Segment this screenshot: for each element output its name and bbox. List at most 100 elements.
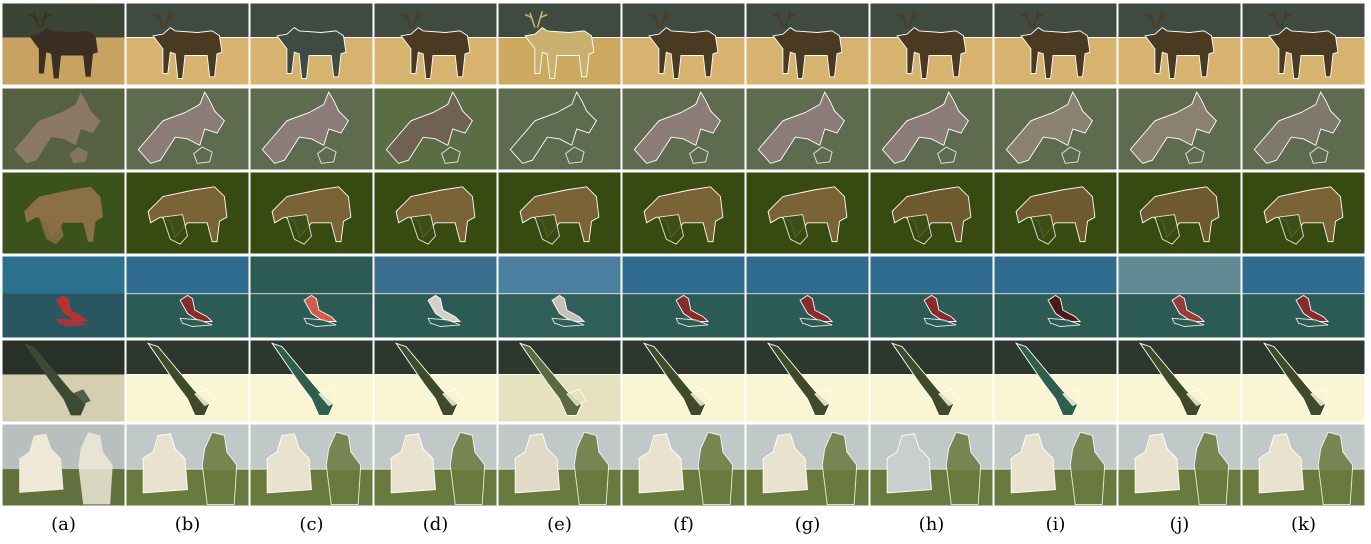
tile-windsurfer-c [249, 339, 374, 423]
subject-region [276, 27, 347, 79]
tile-couple-g [745, 423, 870, 507]
tile-frame [993, 255, 1118, 339]
tile-frame [249, 171, 374, 255]
subject-region [146, 342, 211, 416]
tile-sheep-h [869, 171, 994, 255]
tile-frame [125, 2, 250, 86]
secondary-region [565, 146, 585, 164]
subject-region [394, 342, 459, 416]
tile-frame [745, 2, 870, 86]
subject-region [1253, 91, 1341, 164]
column-label-d: (d) [422, 514, 449, 535]
tile-windsurfer-a [1, 339, 126, 423]
tile-frame [249, 255, 374, 339]
tile-kangaroo-j [1117, 87, 1242, 171]
subject-region [271, 186, 352, 243]
tile-frame [249, 423, 374, 507]
secondary-region [201, 431, 238, 505]
secondary-region [566, 388, 588, 407]
tile-couple-b [125, 423, 250, 507]
tile-frame [373, 339, 498, 423]
tile-frame [125, 339, 250, 423]
secondary-region [1030, 214, 1056, 245]
tile-couple-h [869, 423, 994, 507]
tile-frame [869, 2, 994, 86]
subject-region [179, 294, 214, 323]
subject-region [14, 92, 101, 164]
subject-region [648, 27, 719, 79]
secondary-region [410, 214, 436, 245]
tile-frame [1, 423, 126, 507]
tile-windsurfer-j [1117, 339, 1242, 423]
tile-surfer-e [497, 255, 622, 339]
tile-surfer-j [1117, 255, 1242, 339]
subject-region [261, 91, 349, 164]
subject-region [643, 186, 724, 243]
secondary-region [1062, 388, 1084, 407]
tile-kangaroo-a [1, 87, 126, 171]
tile-frame [745, 255, 870, 339]
secondary-region [697, 431, 734, 505]
subject-region [638, 433, 684, 494]
tile-frame [497, 255, 622, 339]
tile-frame [1117, 87, 1242, 171]
tile-surfer-f [621, 255, 746, 339]
subject-region [24, 186, 103, 242]
secondary-region [193, 146, 213, 164]
secondary-region [427, 317, 461, 327]
subject-region [886, 433, 932, 494]
secondary-region [318, 388, 340, 407]
secondary-region [441, 146, 461, 164]
tile-surfer-i [993, 255, 1118, 339]
tile-elk-j [1117, 2, 1242, 86]
tile-kangaroo-i [993, 87, 1118, 171]
secondary-region [179, 317, 213, 327]
tile-frame [869, 423, 994, 507]
subject-region [152, 27, 223, 79]
secondary-region [782, 214, 808, 245]
secondary-region [1020, 10, 1044, 28]
secondary-region [675, 317, 709, 327]
tile-sheep-e [497, 171, 622, 255]
subject-region [1134, 433, 1180, 494]
subject-region [524, 27, 595, 79]
tile-frame [497, 87, 622, 171]
tile-kangaroo-b [125, 87, 250, 171]
subject-region [1014, 342, 1079, 416]
tile-elk-c [249, 2, 374, 86]
secondary-region [1310, 388, 1332, 407]
tile-frame [745, 171, 870, 255]
secondary-region [303, 317, 337, 327]
secondary-region [152, 10, 176, 28]
tile-couple-e [497, 423, 622, 507]
subject-region [514, 433, 560, 494]
secondary-region [1171, 317, 1205, 327]
subject-region [890, 342, 955, 416]
tile-elk-h [869, 2, 994, 86]
tile-kangaroo-e [497, 87, 622, 171]
secondary-region [690, 388, 712, 407]
secondary-region [400, 10, 424, 28]
secondary-region [1309, 146, 1329, 164]
tile-elk-b [125, 2, 250, 86]
secondary-region [1295, 317, 1329, 327]
subject-region [142, 433, 188, 494]
tile-sheep-c [249, 171, 374, 255]
tile-kangaroo-d [373, 87, 498, 171]
tile-frame [993, 2, 1118, 86]
secondary-region [689, 146, 709, 164]
tile-frame [1241, 423, 1366, 507]
column-label-h: (h) [918, 514, 945, 535]
tile-sheep-j [1117, 171, 1242, 255]
secondary-region [813, 146, 833, 164]
secondary-region [945, 431, 982, 505]
tile-frame [869, 339, 994, 423]
column-label-e: (e) [547, 514, 572, 535]
tile-sheep-d [373, 171, 498, 255]
tile-frame [1117, 171, 1242, 255]
column-label-a: (a) [51, 514, 76, 535]
tile-frame [373, 255, 498, 339]
subject-region [1010, 433, 1056, 494]
column-label-c: (c) [299, 514, 324, 535]
